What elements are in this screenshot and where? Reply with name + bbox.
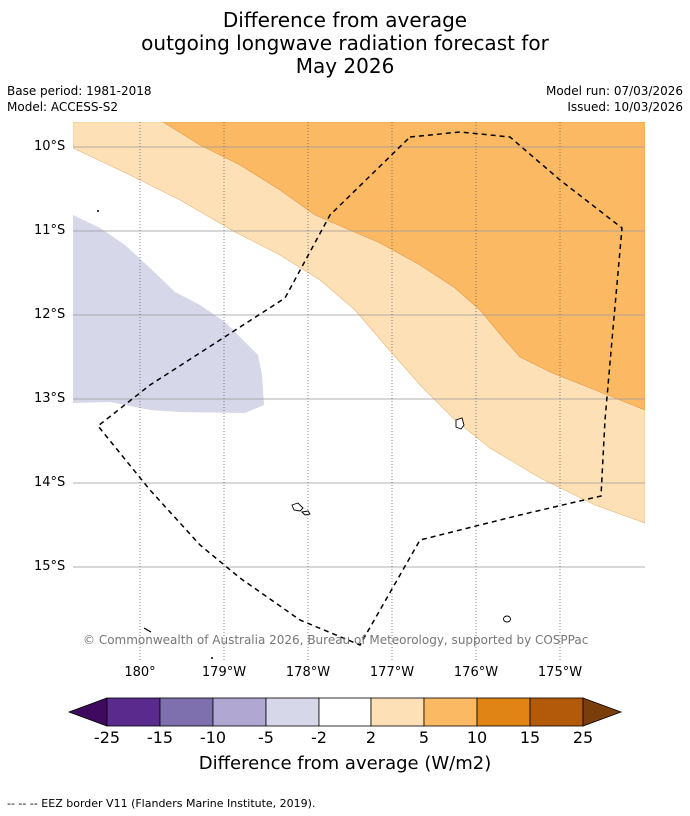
model-run: Model run: 07/03/2026 — [545, 84, 683, 98]
colorbar-tick-label: -2 — [311, 728, 327, 747]
colorbar-segment — [476, 697, 531, 727]
map-attribution: © Commonwealth of Australia 2026, Bureau… — [83, 633, 589, 647]
colorbar-tick-label: -15 — [146, 728, 174, 747]
lat-label-12s: 12°S — [34, 307, 66, 322]
lon-label-178w: 178°W — [285, 665, 331, 680]
map-area — [73, 122, 645, 660]
model-name: Model: ACCESS-S2 — [7, 100, 119, 114]
island-shape — [455, 417, 465, 430]
lon-label-176w: 176°W — [453, 665, 499, 680]
colorbar-tick-label: 5 — [418, 728, 430, 747]
colorbar-tick-label: -5 — [258, 728, 274, 747]
issued-date: Issued: 10/03/2026 — [567, 100, 683, 114]
colorbar-extend-high — [582, 697, 623, 727]
colorbar-segment — [106, 697, 161, 727]
island-shape — [503, 615, 511, 623]
latitude-gridlines — [73, 146, 645, 568]
lat-label-14s: 14°S — [34, 475, 66, 490]
lat-label-13s: 13°S — [34, 391, 66, 406]
eez-border — [96, 131, 623, 646]
lon-label-179w: 179°W — [201, 665, 247, 680]
island-dot — [211, 657, 213, 659]
title-line-2: outgoing longwave radiation forecast for — [141, 31, 549, 55]
eez-legend-footnote: -- -- -- EEZ border V11 (Flanders Marine… — [7, 797, 316, 810]
colorbar-segment — [370, 697, 425, 727]
lon-label-180: 180° — [124, 665, 156, 680]
colorbar-title: Difference from average (W/m2) — [198, 753, 492, 774]
island-shape — [291, 502, 304, 512]
anomaly-region-neg5-to-neg2 — [73, 215, 264, 413]
lon-label-177w: 177°W — [369, 665, 415, 680]
colorbar-tick-label: -25 — [93, 728, 121, 747]
colorbar-tick-label: 10 — [466, 728, 488, 747]
lat-label-15s: 15°S — [34, 559, 66, 574]
island-shape — [301, 510, 311, 516]
colorbar-segment — [318, 697, 372, 727]
colorbar-tick-label: 25 — [572, 728, 594, 747]
island-dot — [97, 210, 99, 212]
colorbar-segment — [423, 697, 478, 727]
colorbar-segment — [212, 697, 267, 727]
colorbar-segment — [529, 697, 584, 727]
colorbar-segment — [159, 697, 214, 727]
base-period: Base period: 1981-2018 — [7, 84, 152, 98]
colorbar-tick-label: 2 — [365, 728, 377, 747]
colorbar-segment — [265, 697, 320, 727]
title-line-3: May 2026 — [295, 54, 395, 78]
anomaly-region-5-to-10 — [162, 122, 645, 411]
island-shape — [143, 627, 152, 633]
colorbar-extend-low — [67, 697, 108, 727]
colorbar-tick-label: 15 — [519, 728, 541, 747]
lat-label-10s: 10°S — [34, 139, 66, 154]
lon-label-175w: 175°W — [537, 665, 583, 680]
colorbar-tick-label: -10 — [199, 728, 227, 747]
title-line-1: Difference from average — [222, 8, 468, 32]
colorbar — [67, 697, 623, 727]
lat-label-11s: 11°S — [34, 223, 66, 238]
